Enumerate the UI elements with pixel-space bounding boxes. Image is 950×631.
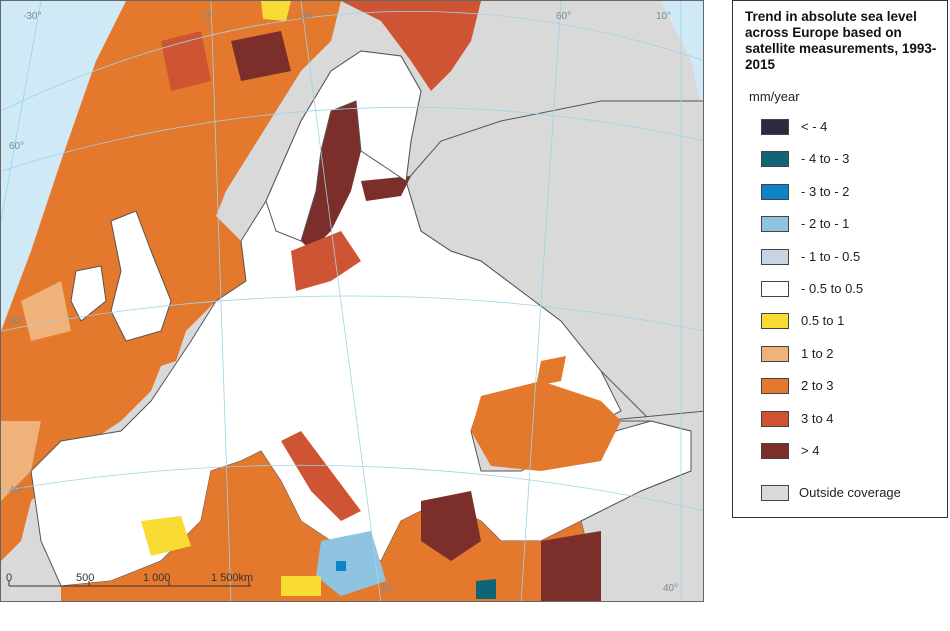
- legend-label: 0.5 to 1: [801, 313, 844, 329]
- legend-swatch: [761, 249, 789, 265]
- legend-label: - 1 to - 0.5: [801, 249, 860, 265]
- scale-label-1000: 1 000: [143, 572, 171, 584]
- graticule-label-lon-0: 0°: [204, 11, 214, 22]
- legend-swatch: [761, 216, 789, 232]
- graticule-label-lon-60: 60°: [556, 11, 571, 22]
- legend-item: < - 4: [761, 119, 863, 151]
- map-canvas: -30° 0° 30° 60° 20° 40° 60° 50° 40° 10° …: [1, 1, 704, 602]
- sea-level-map: -30° 0° 30° 60° 20° 40° 60° 50° 40° 10° …: [0, 0, 704, 602]
- legend-unit: mm/year: [749, 89, 800, 104]
- legend-label: 1 to 2: [801, 346, 834, 362]
- legend-item: 0.5 to 1: [761, 313, 863, 345]
- graticule-label-lon-40: 40°: [663, 583, 678, 594]
- legend-swatch: [761, 346, 789, 362]
- map-legend: Trend in absolute sea level across Europ…: [732, 0, 948, 518]
- legend-swatch: [761, 313, 789, 329]
- legend-title: Trend in absolute sea level across Europ…: [745, 9, 941, 73]
- legend-item: - 2 to - 1: [761, 216, 863, 248]
- graticule-label-lon-30: 30°: [301, 11, 316, 22]
- legend-label: 3 to 4: [801, 411, 834, 427]
- sicily-yellow-patch: [281, 576, 321, 596]
- barents-yellow-patch: [261, 1, 291, 21]
- legend-swatch: [761, 184, 789, 200]
- scale-label-0: 0: [6, 572, 12, 584]
- legend-label: - 2 to - 1: [801, 216, 849, 232]
- legend-item: 1 to 2: [761, 346, 863, 378]
- legend-label: < - 4: [801, 119, 827, 135]
- graticule-label-lon-10: 10°: [656, 11, 671, 22]
- legend-swatch: [761, 151, 789, 167]
- scale-label-500: 500: [76, 572, 94, 584]
- legend-item: - 0.5 to 0.5: [761, 281, 863, 313]
- legend-swatch: [761, 443, 789, 459]
- legend-item: > 4: [761, 443, 863, 475]
- legend-item: 3 to 4: [761, 411, 863, 443]
- legend-item: - 3 to - 2: [761, 184, 863, 216]
- legend-swatch: [761, 411, 789, 427]
- legend-outside-coverage: Outside coverage: [761, 485, 901, 501]
- legend-swatch-outside-coverage: [761, 485, 789, 501]
- legend-item: - 1 to - 0.5: [761, 249, 863, 281]
- graticule-label-lat-50: 50°: [9, 316, 24, 327]
- graticule-label-lon-m30: -30°: [23, 11, 41, 22]
- scale-label-1500: 1 500km: [211, 572, 253, 584]
- legend-swatch: [761, 281, 789, 297]
- levantine-teal-patch: [476, 579, 496, 599]
- ionian-blue-patch: [336, 561, 346, 571]
- legend-class-list: < - 4 - 4 to - 3 - 3 to - 2 - 2 to - 1 - 1 t…: [761, 119, 863, 475]
- legend-label: - 0.5 to 0.5: [801, 281, 863, 297]
- legend-label-outside-coverage: Outside coverage: [799, 485, 901, 501]
- legend-item: 2 to 3: [761, 378, 863, 410]
- legend-label: - 3 to - 2: [801, 184, 849, 200]
- legend-swatch: [761, 119, 789, 135]
- levantine-trend: [541, 531, 601, 602]
- graticule-label-lat-60: 60°: [9, 141, 24, 152]
- legend-label: 2 to 3: [801, 378, 834, 394]
- legend-label: - 4 to - 3: [801, 151, 849, 167]
- legend-swatch: [761, 378, 789, 394]
- graticule-label-lon-20: 20°: [381, 583, 396, 594]
- graticule-label-lat-40: 40°: [9, 485, 24, 496]
- legend-item: - 4 to - 3: [761, 151, 863, 183]
- legend-label: > 4: [801, 443, 819, 459]
